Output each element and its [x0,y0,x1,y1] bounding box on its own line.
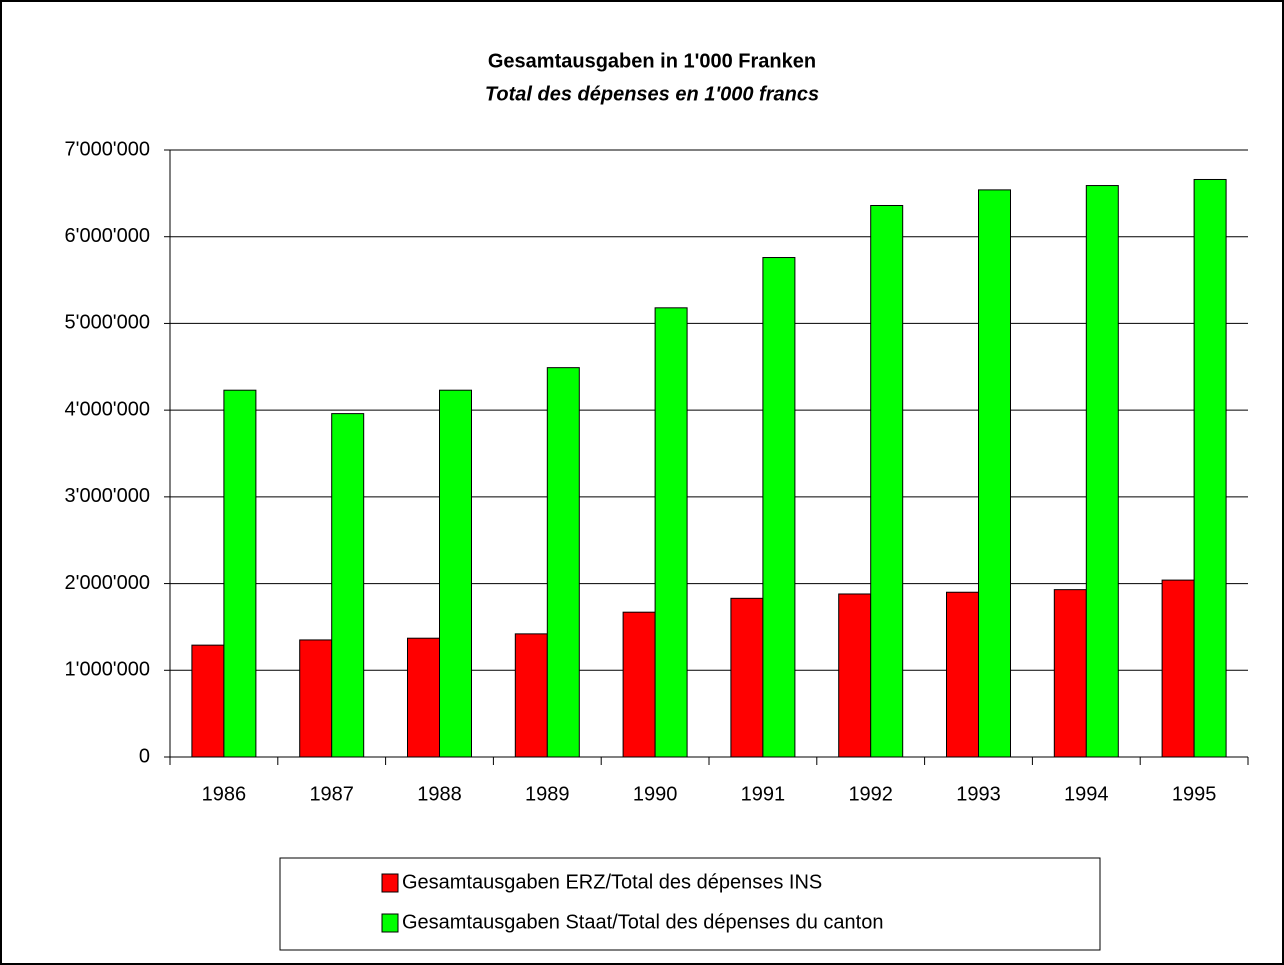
y-tick-label: 1'000'000 [65,659,151,681]
bar [1193,178,1227,758]
y-tick-label: 5'000'000 [65,312,151,334]
bar [299,639,333,758]
bar [654,307,688,758]
y-tick-label: 7'000'000 [65,138,151,160]
x-tick-label: 1992 [848,783,893,805]
x-tick-label: 1987 [309,783,354,805]
bar [622,611,656,758]
y-tick-label: 0 [139,745,150,767]
x-tick-label: 1994 [1064,783,1109,805]
bar [546,367,580,758]
bar [838,593,872,758]
x-tick-label: 1986 [202,783,247,805]
legend-swatch [381,913,399,933]
y-tick-label: 4'000'000 [65,398,151,420]
bar [331,413,365,758]
chart-title: Gesamtausgaben in 1'000 Franken [488,50,816,72]
legend-label: Gesamtausgaben ERZ/Total des dépenses IN… [402,871,822,893]
y-tick-label: 2'000'000 [65,572,151,594]
x-tick-label: 1993 [956,783,1001,805]
bar [762,257,796,758]
legend-label: Gesamtausgaben Staat/Total des dépenses … [402,911,883,933]
bar [1085,185,1119,758]
x-tick-label: 1995 [1172,783,1217,805]
bar [514,633,548,758]
bar [978,189,1011,758]
bar [946,591,979,758]
bar [1161,579,1195,758]
bar [223,389,257,758]
y-tick-label: 3'000'000 [65,485,151,507]
bar [439,389,472,758]
bar [730,597,764,758]
y-tick-label: 6'000'000 [65,225,151,247]
legend-box [279,857,1101,951]
x-tick-label: 1990 [633,783,678,805]
x-tick-label: 1988 [417,783,462,805]
x-tick-label: 1989 [525,783,570,805]
chart-subtitle: Total des dépenses en 1'000 francs [485,83,819,105]
legend-swatch [381,873,399,893]
bar [407,637,440,758]
bar [1053,589,1087,758]
bar [870,204,904,758]
x-tick-label: 1991 [741,783,786,805]
bar [191,644,225,758]
